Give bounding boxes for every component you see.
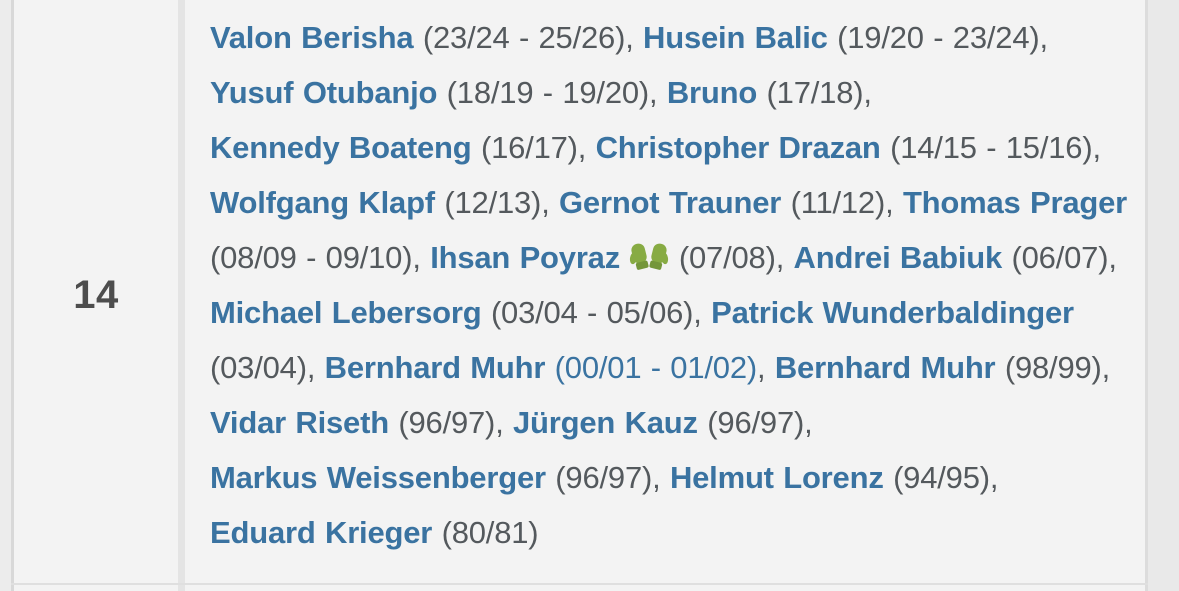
player-link[interactable]: Michael Lebersorg — [210, 295, 482, 330]
separator: , — [989, 460, 999, 495]
row-bottom-border — [11, 583, 1148, 585]
player-years: (03/04 - 05/06) — [490, 295, 694, 330]
player-years: (08/09 - 09/10) — [210, 240, 413, 275]
player-link[interactable]: Bernhard Muhr — [324, 350, 546, 385]
separator: , — [577, 130, 596, 165]
player-years: (80/81) — [441, 515, 539, 550]
goalkeeper-gloves-icon — [629, 234, 669, 270]
separator: , — [649, 75, 667, 110]
separator: , — [306, 350, 325, 385]
separator: , — [541, 185, 560, 220]
player-years: (18/19 - 19/20) — [446, 75, 650, 110]
player-link[interactable]: Thomas Prager — [902, 185, 1128, 220]
player-years: (23/24 - 25/26) — [422, 20, 626, 55]
player-years: (06/07) — [1011, 240, 1109, 275]
player-link[interactable]: Patrick Wunderbaldinger — [711, 295, 1074, 330]
separator: , — [863, 75, 872, 110]
player-link[interactable]: Andrei Babiuk — [793, 240, 1003, 275]
shirt-number-cell: 14 — [14, 0, 178, 591]
player-years: (16/17) — [480, 130, 578, 165]
player-link[interactable]: Wolfgang Klapf — [210, 185, 435, 220]
separator: , — [885, 185, 903, 220]
player-link[interactable]: Helmut Lorenz — [669, 460, 884, 495]
separator: , — [693, 295, 712, 330]
player-years: (96/97) — [555, 460, 653, 495]
separator: , — [1101, 350, 1111, 385]
table-left-border — [11, 0, 14, 591]
player-years: (94/95) — [893, 460, 990, 495]
player-link[interactable]: Jürgen Kauz — [513, 405, 698, 440]
separator: , — [757, 350, 775, 385]
separator: , — [495, 405, 514, 440]
player-years: (11/12) — [790, 185, 886, 220]
player-link[interactable]: Markus Weissenberger — [210, 460, 546, 495]
player-years: (14/15 - 15/16) — [890, 130, 1093, 165]
player-years: (96/97) — [398, 405, 496, 440]
player-years: (98/99) — [1004, 350, 1102, 385]
shirt-number: 14 — [73, 273, 119, 317]
player-link[interactable]: Valon Berisha — [210, 20, 414, 55]
player-years: (96/97) — [707, 405, 805, 440]
separator: , — [775, 240, 794, 275]
player-years: (12/13) — [444, 185, 542, 220]
separator: , — [1108, 240, 1117, 275]
player-years: (03/04) — [210, 350, 307, 385]
page-right-gutter — [1148, 0, 1179, 591]
player-link[interactable]: Bernhard Muhr — [774, 350, 996, 385]
player-link[interactable]: Eduard Krieger — [210, 515, 433, 550]
player-years: (07/08) — [678, 240, 776, 275]
table-right-border — [1145, 0, 1148, 591]
separator: , — [1092, 130, 1101, 165]
cell-divider — [178, 0, 185, 591]
player-link[interactable]: Kennedy Boateng — [210, 130, 472, 165]
separator: , — [412, 240, 431, 275]
player-link[interactable]: Gernot Trauner — [559, 185, 782, 220]
player-link[interactable]: Vidar Riseth — [210, 405, 389, 440]
separator: , — [625, 20, 644, 55]
player-years[interactable]: (00/01 - 01/02) — [554, 350, 758, 385]
player-link[interactable]: Ihsan Poyraz — [430, 240, 621, 275]
separator: , — [652, 460, 670, 495]
player-link[interactable]: Christopher Drazan — [595, 130, 881, 165]
player-years: (19/20 - 23/24) — [837, 20, 1040, 55]
players-cell: Valon Berisha (23/24 - 25/26), Husein Ba… — [185, 0, 1145, 591]
player-link[interactable]: Bruno — [666, 75, 758, 110]
page-left-gutter — [0, 0, 11, 591]
player-link[interactable]: Husein Balic — [643, 20, 828, 55]
separator: , — [804, 405, 813, 440]
separator: , — [1039, 20, 1049, 55]
player-years: (17/18) — [766, 75, 864, 110]
player-link[interactable]: Yusuf Otubanjo — [210, 75, 438, 110]
